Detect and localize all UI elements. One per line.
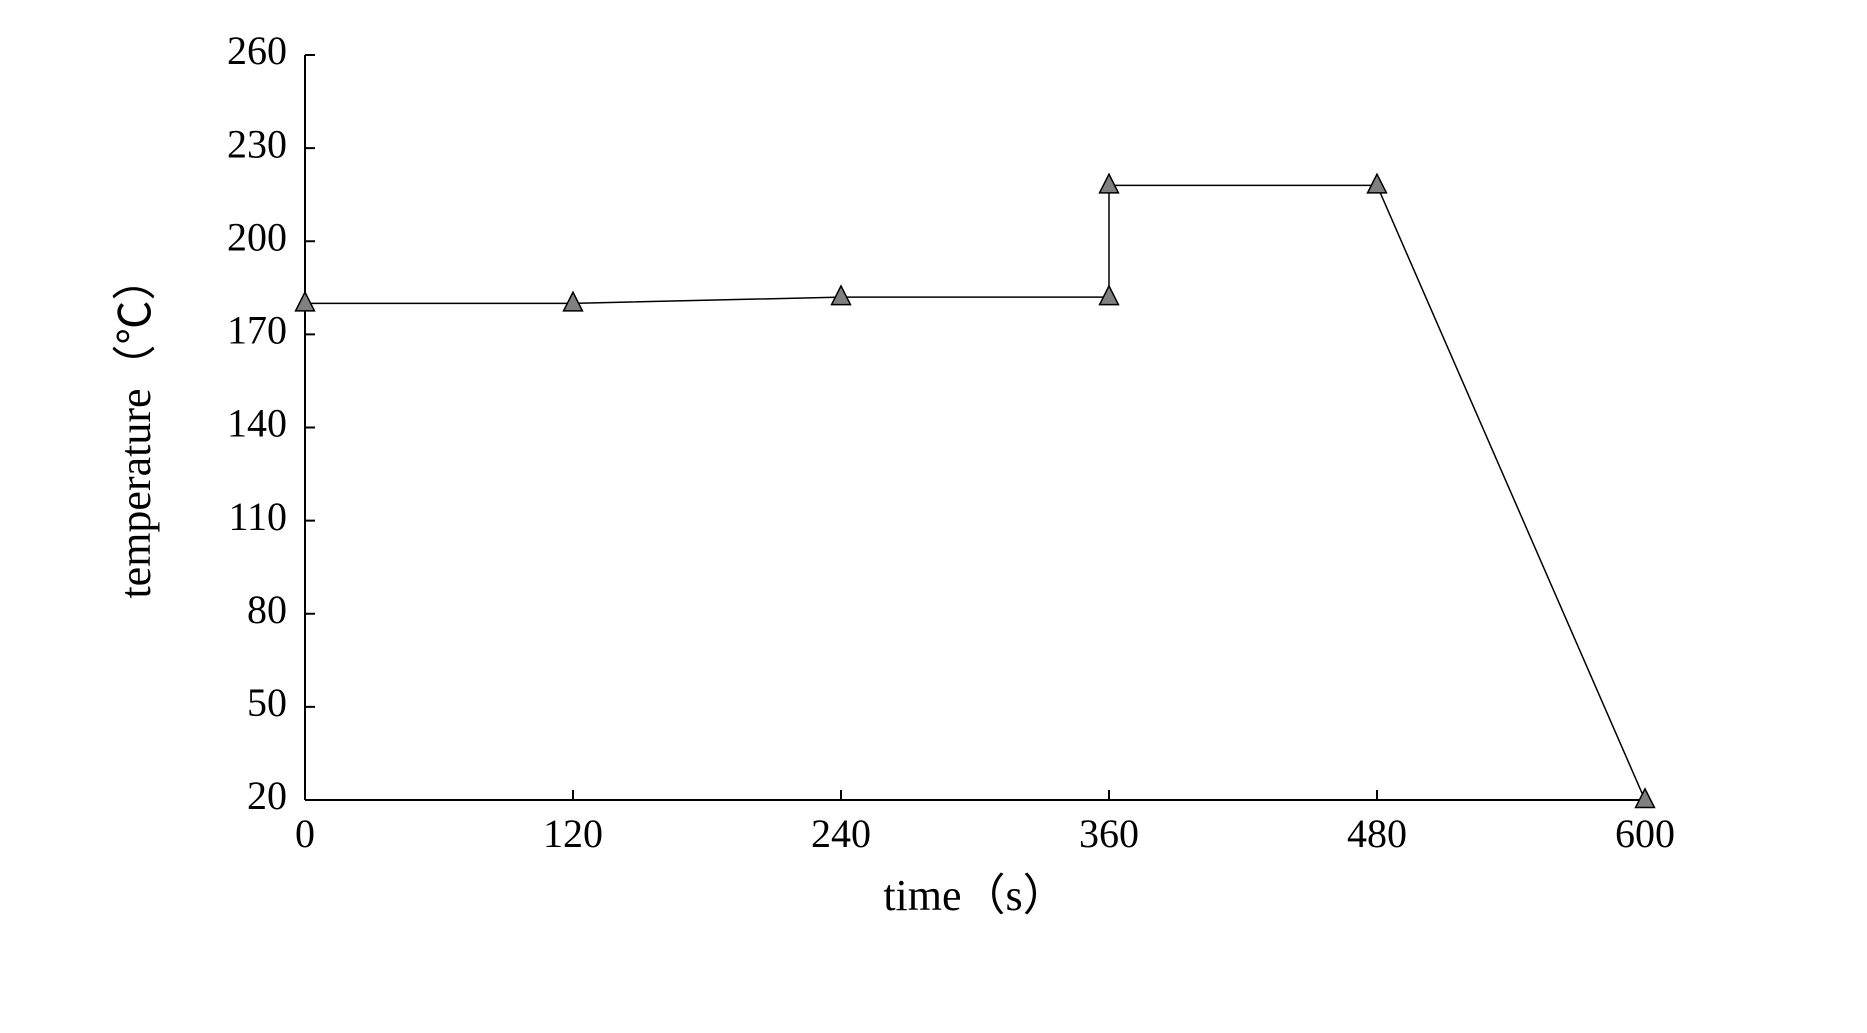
- y-tick-label: 20: [247, 773, 287, 818]
- x-tick-label: 0: [295, 811, 315, 856]
- y-tick-label: 50: [247, 680, 287, 725]
- x-tick-label: 240: [811, 811, 871, 856]
- y-tick-label: 260: [227, 28, 287, 73]
- x-tick-label: 480: [1347, 811, 1407, 856]
- chart-svg: 0 120 240 360 480 600 20 50 80 110 140 170 200 230 260…: [0, 0, 1867, 1028]
- y-axis-title: temperature（℃）: [111, 256, 160, 598]
- data-marker: [832, 286, 851, 305]
- temperature-time-chart: 0 120 240 360 480 600 20 50 80 110 140 170 200 230 260…: [0, 0, 1867, 1028]
- y-tick-label: 110: [228, 494, 287, 539]
- data-marker: [1100, 174, 1119, 193]
- y-tick-label: 200: [227, 214, 287, 259]
- y-tick-label: 140: [227, 401, 287, 446]
- data-marker: [1100, 286, 1119, 305]
- data-marker: [564, 292, 583, 311]
- x-tick-label: 600: [1615, 811, 1675, 856]
- x-axis-title: time（s）: [883, 871, 1066, 920]
- y-tick-label: 230: [227, 121, 287, 166]
- series-line: [305, 185, 1645, 800]
- y-tick-label: 170: [227, 308, 287, 353]
- y-tick-label: 80: [247, 587, 287, 632]
- x-tick-label: 360: [1079, 811, 1139, 856]
- data-marker: [1636, 789, 1655, 808]
- x-tick-label: 120: [543, 811, 603, 856]
- data-marker: [1368, 174, 1387, 193]
- data-marker: [296, 292, 315, 311]
